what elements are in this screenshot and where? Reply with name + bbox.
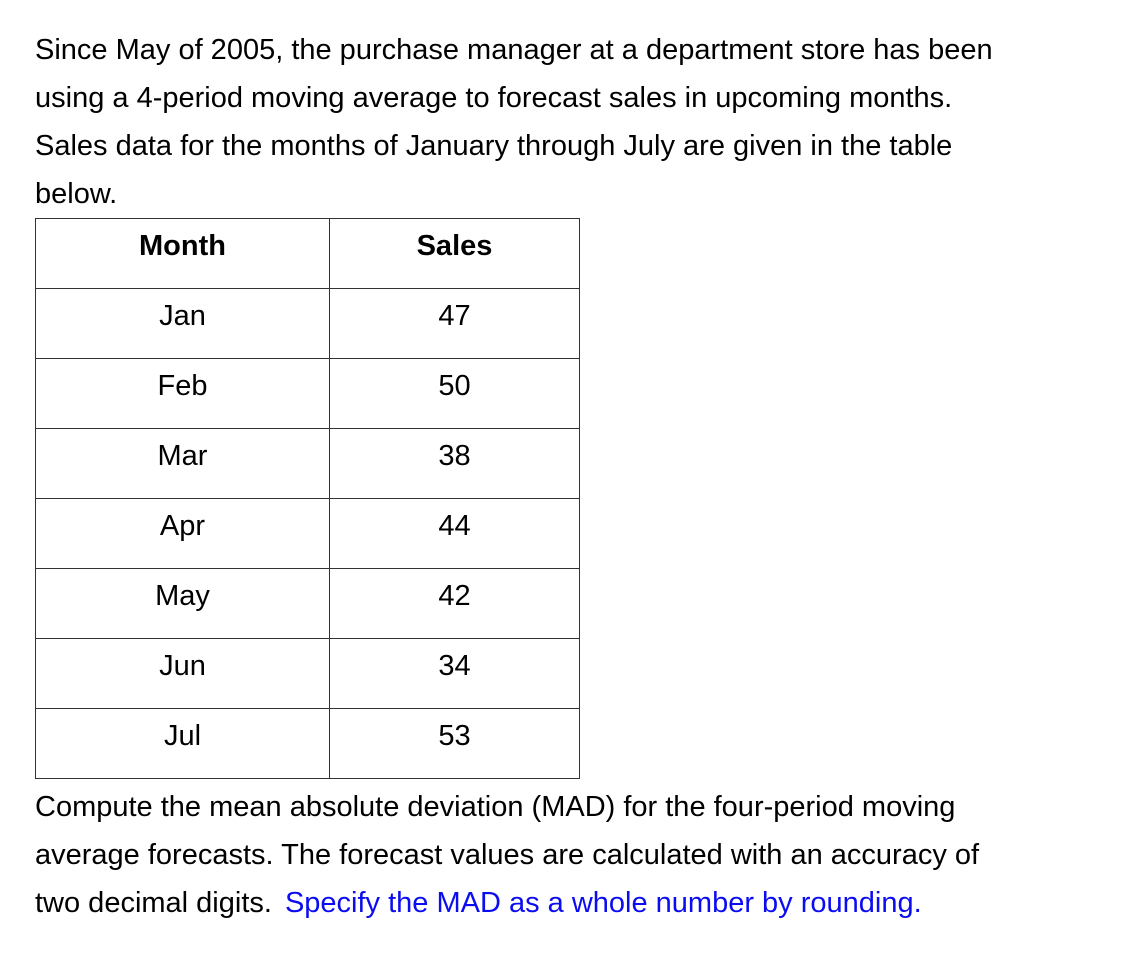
month-cell: Jun [35, 638, 330, 709]
question-line: two decimal digits. Specify the MAD as a … [35, 879, 1120, 927]
question-paragraph: Compute the mean absolute deviation (MAD… [35, 783, 1120, 927]
table-row: Feb 50 [35, 358, 580, 429]
table-row: Jul 53 [35, 708, 580, 779]
intro-paragraph: Since May of 2005, the purchase manager … [35, 26, 1120, 218]
sales-value-cell: 53 [329, 708, 580, 779]
table-row: Jan 47 [35, 288, 580, 359]
table-row: Apr 44 [35, 498, 580, 569]
intro-line: Since May of 2005, the purchase manager … [35, 34, 993, 66]
sales-value-cell: 34 [329, 638, 580, 709]
month-cell: May [35, 568, 330, 639]
month-cell: Feb [35, 358, 330, 429]
month-cell: Jan [35, 288, 330, 359]
month-header-cell: Month [35, 218, 330, 289]
month-cell: Mar [35, 428, 330, 499]
table-row: Mar 38 [35, 428, 580, 499]
intro-line: Sales data for the months of January thr… [35, 130, 953, 162]
table-header-row: Month Sales [35, 218, 580, 289]
table-row: May 42 [35, 568, 580, 639]
question-line: average forecasts. The forecast values a… [35, 839, 980, 871]
intro-line: below. [35, 178, 118, 210]
sales-header-cell: Sales [329, 218, 580, 289]
sales-value-cell: 47 [329, 288, 580, 359]
sales-value-cell: 50 [329, 358, 580, 429]
sales-table: Month Sales Jan 47 Feb 50 Mar 38 Apr 44 [35, 218, 580, 779]
month-cell: Apr [35, 498, 330, 569]
table-row: Jun 34 [35, 638, 580, 709]
blue-instruction-text: Specify the MAD as a whole number by rou… [284, 887, 922, 919]
intro-line: using a 4-period moving average to forec… [35, 82, 953, 114]
sales-value-cell: 44 [329, 498, 580, 569]
question-line-black-text: two decimal digits. [35, 887, 272, 919]
sales-value-cell: 38 [329, 428, 580, 499]
sales-value-cell: 42 [329, 568, 580, 639]
question-line: Compute the mean absolute deviation (MAD… [35, 791, 956, 823]
month-cell: Jul [35, 708, 330, 779]
